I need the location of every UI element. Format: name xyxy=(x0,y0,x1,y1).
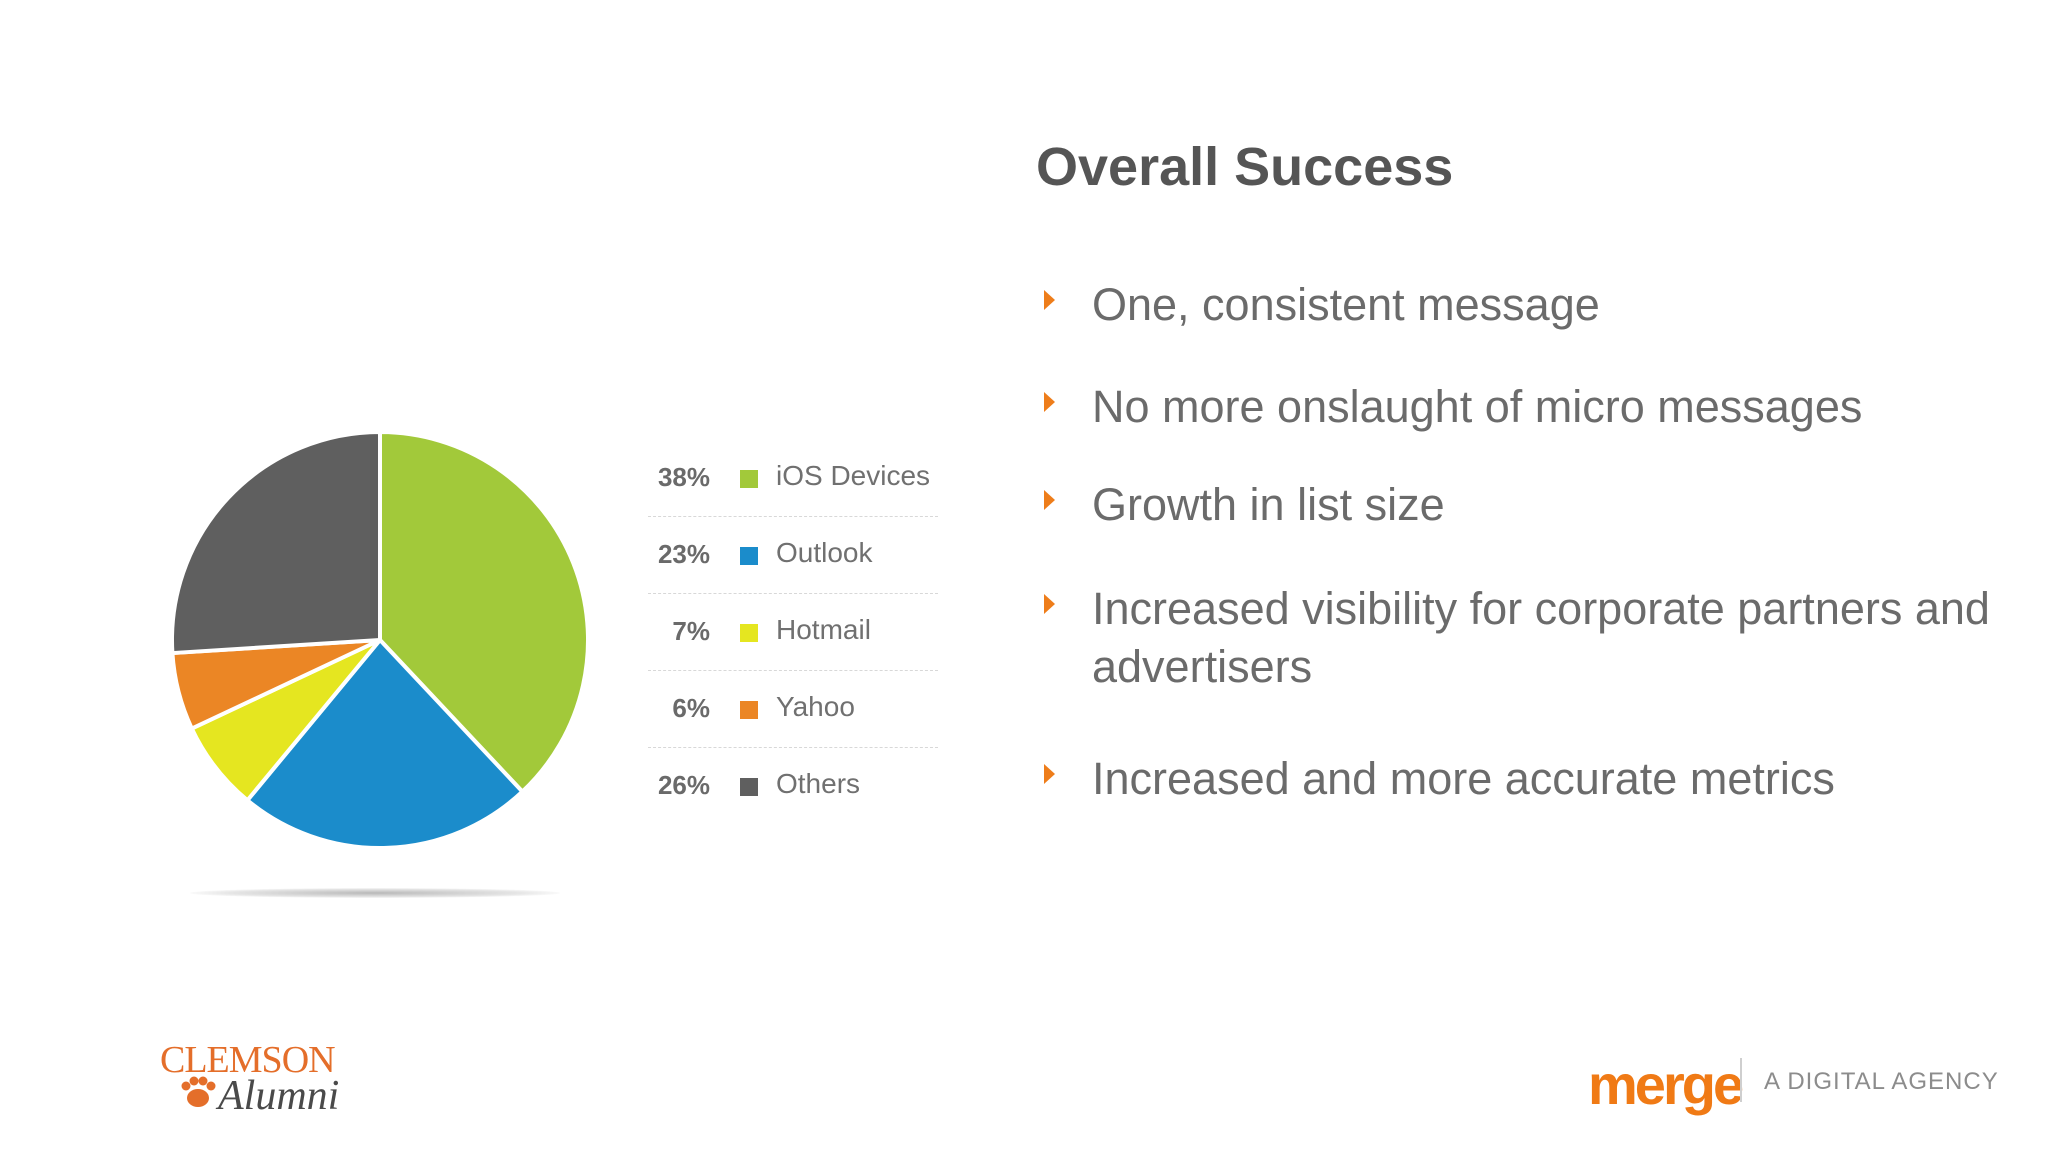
chart-legend: 38% iOS Devices 23% Outlook 7% Hotmail 6% Yahoo… xyxy=(648,440,938,824)
legend-label: iOS Devices xyxy=(776,460,931,491)
legend-item-hotmail: 7% Hotmail xyxy=(648,594,938,671)
clemson-logo-script: Alumni xyxy=(218,1073,340,1119)
legend-swatch xyxy=(740,778,758,796)
bullet-arrow-icon xyxy=(1044,290,1055,310)
legend-percent: 7% xyxy=(672,616,710,646)
legend-percent: 26% xyxy=(657,770,710,800)
legend-percent: 23% xyxy=(657,539,710,569)
merge-logo-word: merge xyxy=(1588,1053,1744,1116)
tiger-paw-icon xyxy=(181,1076,216,1107)
legend-label: Others xyxy=(776,768,861,799)
legend-label: Outlook xyxy=(776,537,873,568)
legend-item-outlook: 23% Outlook xyxy=(648,517,938,594)
slide-title: Overall Success xyxy=(1036,137,1454,197)
merge-tagline: A DIGITAL AGENCY xyxy=(1764,1068,1999,1095)
bullet-arrow-icon xyxy=(1044,392,1055,412)
clemson-logo-word: CLEMSON xyxy=(160,1039,336,1081)
legend-label: Hotmail xyxy=(776,614,871,645)
bullet-text: Growth in list size xyxy=(1092,479,1445,530)
bullet-text: Increased and more accurate metrics xyxy=(1092,753,1835,804)
legend-item-ios-devices: 38% iOS Devices xyxy=(648,440,938,517)
pie-slice-outlook xyxy=(245,638,525,850)
legend-percent: 38% xyxy=(657,462,710,492)
legend-item-others: 26% Others xyxy=(648,748,938,824)
legend-label: Yahoo xyxy=(776,691,855,722)
bullet-text: Increased visibility for corporate partn… xyxy=(1092,583,1990,692)
legend-percent: 6% xyxy=(672,693,710,723)
pie-chart xyxy=(170,430,590,850)
legend-swatch xyxy=(740,624,758,642)
bullet-arrow-icon xyxy=(1044,764,1055,784)
legend-swatch xyxy=(740,701,758,719)
logo-divider xyxy=(1740,1058,1742,1102)
pie-slice-others xyxy=(170,430,382,656)
bullet-arrow-icon xyxy=(1044,594,1055,614)
clemson-alumni-logo: CLEMSON Alumni xyxy=(160,1038,370,1119)
bullet-arrow-icon xyxy=(1044,490,1055,510)
legend-swatch xyxy=(740,547,758,565)
pie-shadow xyxy=(190,888,560,898)
bullet-text: One, consistent message xyxy=(1092,279,1600,330)
legend-swatch xyxy=(740,470,758,488)
pie-slice-ios-devices xyxy=(378,430,590,794)
bullet-text: No more onslaught of micro messages xyxy=(1092,381,1863,432)
legend-item-yahoo: 6% Yahoo xyxy=(648,671,938,748)
